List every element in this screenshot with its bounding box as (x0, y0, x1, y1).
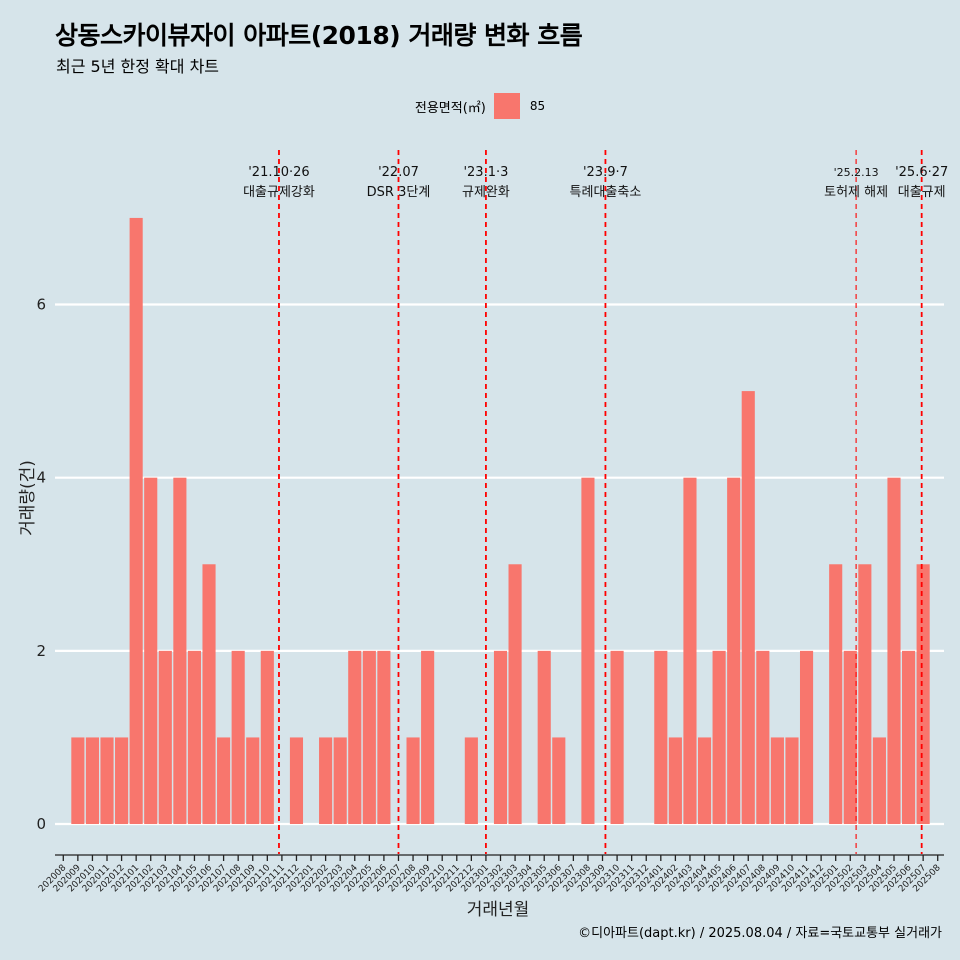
chart-subtitle: 최근 5년 한정 확대 차트 (56, 57, 220, 76)
legend-title: 전용면적(㎡) (414, 100, 486, 116)
bar (727, 477, 741, 825)
event-date-label: '21.10·26 (248, 165, 309, 180)
bar (872, 737, 886, 825)
bar (289, 737, 304, 825)
bar (537, 650, 551, 825)
bar (799, 650, 814, 825)
bar (406, 737, 420, 825)
event-desc-label: 규제완화 (462, 185, 510, 200)
bar (260, 650, 274, 825)
bar (231, 650, 245, 825)
bar (129, 217, 143, 825)
y-tick-label: 6 (36, 296, 46, 314)
bar (362, 650, 376, 825)
source-caption: ©디아파트(dapt.kr) / 2025.08.04 / 자료=국토교통부 실… (578, 926, 942, 941)
y-axis-title: 거래량(건) (18, 460, 38, 536)
bar (858, 564, 872, 825)
event-date-label: '23.1·3 (463, 165, 508, 180)
bar (610, 650, 624, 825)
bar (552, 737, 566, 825)
event-date-label: '25.2.13 (834, 166, 879, 179)
bar (508, 564, 522, 825)
event-desc-label: 특례대출축소 (570, 185, 642, 200)
bar (187, 650, 202, 825)
legend-color-key (493, 93, 520, 119)
event-desc-label: DSR 3단계 (367, 185, 431, 200)
bar (756, 650, 770, 825)
bar (464, 737, 478, 825)
bar (202, 564, 216, 825)
bar (333, 737, 347, 825)
event-date-label: '23.9·7 (583, 165, 628, 180)
bar (741, 391, 755, 825)
bar (712, 650, 726, 825)
bar (100, 737, 114, 825)
bar (319, 737, 333, 825)
bar (158, 650, 172, 825)
bar (421, 650, 435, 825)
bar (377, 650, 391, 825)
event-date-label: '22.07 (378, 165, 419, 180)
bar (668, 737, 682, 825)
event-desc-label: 토허제 해제 (824, 185, 888, 200)
event-desc-label: 대출규제 (898, 185, 946, 200)
bar (770, 737, 784, 825)
bar (785, 737, 799, 825)
legend: 전용면적(㎡) 85 (0, 93, 960, 119)
bar (654, 650, 668, 825)
bar (246, 737, 260, 825)
bar (902, 650, 916, 825)
bar (85, 737, 99, 825)
bar (348, 650, 362, 825)
bar (843, 650, 857, 825)
bar (493, 650, 508, 825)
chart-title: 상동스카이뷰자이 아파트(2018) 거래량 변화 흐름 (55, 21, 583, 50)
y-tick-label: 4 (36, 469, 46, 487)
event-date-label: '25.6·27 (895, 165, 948, 180)
event-desc-label: 대출규제강화 (243, 185, 315, 200)
bar (115, 737, 129, 825)
bar (683, 477, 697, 825)
bar (217, 737, 231, 825)
y-tick-label: 0 (36, 815, 46, 833)
legend-label: 85 (529, 99, 546, 113)
y-tick-label: 2 (36, 642, 46, 660)
bar (916, 564, 930, 825)
bar (829, 564, 843, 825)
bar (581, 477, 595, 825)
x-axis-title: 거래년월 (467, 900, 530, 920)
bar (71, 737, 85, 825)
bar (144, 477, 158, 825)
bar (887, 477, 901, 825)
bar (697, 737, 712, 825)
bar (173, 477, 187, 825)
